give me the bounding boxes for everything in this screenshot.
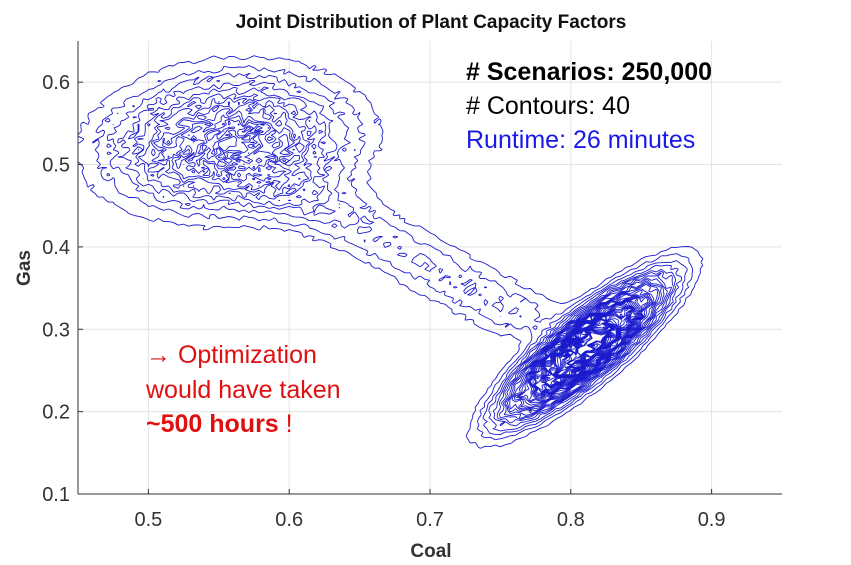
scenarios-annotation: # Scenarios: 250,000 <box>466 58 712 86</box>
x-tick-label: 0.9 <box>698 509 726 531</box>
contour-level <box>217 130 655 408</box>
x-tick-label: 0.8 <box>557 509 585 531</box>
contour-lines <box>77 55 704 449</box>
contour-level <box>91 64 694 441</box>
optimization-note-line3: ~500 hours ! <box>146 410 293 439</box>
y-tick-label: 0.3 <box>42 319 70 341</box>
right-arrow-icon: → <box>146 341 171 369</box>
tick-labels: 0.5 0.6 0.7 0.8 0.9 0.1 0.2 0.3 0.4 0.5 0.6 <box>42 72 725 531</box>
hours-estimate: ~500 hours <box>146 410 279 438</box>
contour-level <box>137 93 675 424</box>
x-axis-label: Coal <box>410 541 451 562</box>
contour-level <box>117 79 683 432</box>
contour-level <box>567 331 607 366</box>
exclamation: ! <box>278 410 293 438</box>
optimization-text: Optimization <box>171 341 317 369</box>
x-tick-label: 0.5 <box>134 509 162 531</box>
contour-level <box>127 86 677 427</box>
optimization-note-line2: would have taken <box>146 376 341 404</box>
runtime-annotation: Runtime: 26 minutes <box>466 126 696 154</box>
contour-level <box>162 105 665 416</box>
contour-level <box>106 72 688 436</box>
contour-level <box>192 120 659 410</box>
y-axis-label: Gas <box>14 250 35 286</box>
y-tick-label: 0.6 <box>42 72 70 94</box>
y-tick-label: 0.5 <box>42 155 70 177</box>
contour-level <box>152 101 668 419</box>
x-tick-label: 0.6 <box>275 509 303 531</box>
optimization-note-line1: → Optimization <box>146 341 317 370</box>
x-tick-label: 0.7 <box>416 509 444 531</box>
chart-title: Joint Distribution of Plant Capacity Fac… <box>236 12 627 33</box>
contour-level <box>178 114 663 413</box>
contour-level <box>77 55 704 449</box>
contour-level <box>150 97 672 420</box>
contour-level <box>182 118 660 411</box>
y-tick-label: 0.4 <box>42 237 70 259</box>
contour-level <box>514 289 654 406</box>
contours-annotation: # Contours: 40 <box>466 92 630 120</box>
y-tick-label: 0.2 <box>42 402 70 424</box>
y-tick-label: 0.1 <box>42 484 70 506</box>
axes <box>77 41 782 495</box>
